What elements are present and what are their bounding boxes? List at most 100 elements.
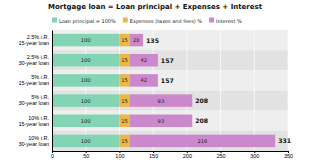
tick: 150 xyxy=(149,151,158,159)
tick: 250 xyxy=(216,151,225,159)
row-backgrounds xyxy=(52,30,288,151)
axis-line xyxy=(52,31,53,152)
tick: 350 xyxy=(284,151,293,159)
legend-swatch xyxy=(52,18,57,23)
data-label: 100 xyxy=(81,98,91,104)
total-label: 208 xyxy=(195,117,208,124)
title: Mortgage loan = Loan principal + Expense… xyxy=(48,3,263,11)
bar xyxy=(52,54,119,67)
data-label: 93 xyxy=(158,118,165,124)
legend-swatch xyxy=(123,18,128,23)
legend-item: Interest % xyxy=(209,18,242,25)
data-label: 100 xyxy=(81,77,91,83)
tick: 100 xyxy=(115,151,124,159)
tick: 300 xyxy=(250,151,259,159)
tick-label-line: 30-year loan xyxy=(18,141,49,147)
tick-label: 350 xyxy=(284,153,293,159)
bar xyxy=(119,114,129,127)
data-label: 20 xyxy=(133,37,140,43)
tick: 0 xyxy=(51,151,54,159)
tick: 200 xyxy=(183,151,192,159)
legend-label: Interest % xyxy=(216,18,242,24)
data-label: 42 xyxy=(140,57,147,63)
grid-line xyxy=(220,30,221,151)
tick-label: 50 xyxy=(83,153,89,159)
tick: 5% i.R.30-year loan xyxy=(18,94,52,106)
total-label: 331 xyxy=(278,137,291,144)
tick-label: 0 xyxy=(51,153,54,159)
tick: 5% i.R.15-year loan xyxy=(18,74,52,86)
bar xyxy=(130,54,158,67)
data-label: 15 xyxy=(121,57,128,63)
data-label: 100 xyxy=(81,57,91,63)
data-label: 93 xyxy=(158,98,165,104)
tick: 10% i.R.15-year loan xyxy=(18,114,52,126)
row-background xyxy=(52,70,288,90)
data-label: 15 xyxy=(121,77,128,83)
series-bars xyxy=(52,34,119,147)
data-labels: 100 100 100 100 100 100 15 15 15 15 15 15 20 42 42 93 93… xyxy=(81,37,291,145)
row-background xyxy=(52,131,288,151)
bar xyxy=(52,114,119,127)
tick-label: 200 xyxy=(183,153,192,159)
tick-label: 10% i.R.30-year loan xyxy=(18,135,49,147)
bar xyxy=(130,94,193,107)
tick: 50 xyxy=(83,151,89,159)
tick-label: 5% i.R.15-year loan xyxy=(18,74,49,86)
tick-label: 2.5% i.R.30-year loan xyxy=(18,54,49,66)
tick-label-line: 30-year loan xyxy=(18,100,49,106)
bar xyxy=(52,94,119,107)
data-label: 15 xyxy=(121,37,128,43)
tick: 2.5% i.R.30-year loan xyxy=(18,54,52,66)
grid-line xyxy=(85,30,86,151)
row-background xyxy=(52,111,288,131)
legend-item: Loan principal = 100% xyxy=(52,18,116,26)
grid-line xyxy=(254,30,255,151)
series-bars xyxy=(119,34,129,147)
grid-line xyxy=(153,30,154,151)
data-label: 15 xyxy=(121,118,128,124)
bar xyxy=(52,135,119,148)
grid-line xyxy=(52,30,53,151)
bar xyxy=(119,135,129,148)
row-background xyxy=(52,30,288,50)
total-label: 157 xyxy=(161,77,174,84)
bar xyxy=(52,34,119,47)
legend-swatch xyxy=(209,18,214,23)
tick-label-line: 15-year loan xyxy=(18,40,49,46)
bar xyxy=(52,74,119,87)
data-label: 100 xyxy=(81,37,91,43)
grid xyxy=(52,30,288,151)
bar xyxy=(130,74,158,87)
chart: 100 100 100 100 100 100 15 15 15 15 15 15 20 42 42 93 93… xyxy=(0,0,310,165)
bar xyxy=(119,34,129,47)
row-background xyxy=(52,50,288,70)
total-label: 208 xyxy=(195,97,208,104)
data-label: 42 xyxy=(140,77,147,83)
legend-label: Loan principal = 100% xyxy=(59,18,116,25)
tick-label: 300 xyxy=(250,153,259,159)
y-axis: 2.5% i.R.15-year loan 2.5% i.R.30-year lo… xyxy=(18,31,52,152)
data-label: 15 xyxy=(121,138,128,144)
legend-item: Expenses (taxes and fees) % xyxy=(123,18,203,26)
tick-label-line: 30-year loan xyxy=(18,60,49,66)
tick-label: 250 xyxy=(216,153,225,159)
bar xyxy=(119,94,129,107)
bar xyxy=(130,34,143,47)
data-label: 216 xyxy=(197,138,207,144)
series-bars xyxy=(130,34,276,147)
bar xyxy=(119,74,129,87)
grid-line xyxy=(119,30,120,151)
tick-label: 10% i.R.15-year loan xyxy=(18,114,49,126)
data-label: 100 xyxy=(81,118,91,124)
legend-label: Expenses (taxes and fees) % xyxy=(130,18,203,25)
data-label: 100 xyxy=(81,138,91,144)
total-label: 157 xyxy=(161,57,174,64)
tick: 2.5% i.R.15-year loan xyxy=(18,34,52,46)
bar xyxy=(130,114,193,127)
data-label: 15 xyxy=(121,98,128,104)
row-background xyxy=(52,91,288,111)
x-axis: 0 50 100 150 200 250 300 350 xyxy=(51,151,293,159)
tick-label: 5% i.R.30-year loan xyxy=(18,94,49,106)
tick-label: 100 xyxy=(115,153,124,159)
